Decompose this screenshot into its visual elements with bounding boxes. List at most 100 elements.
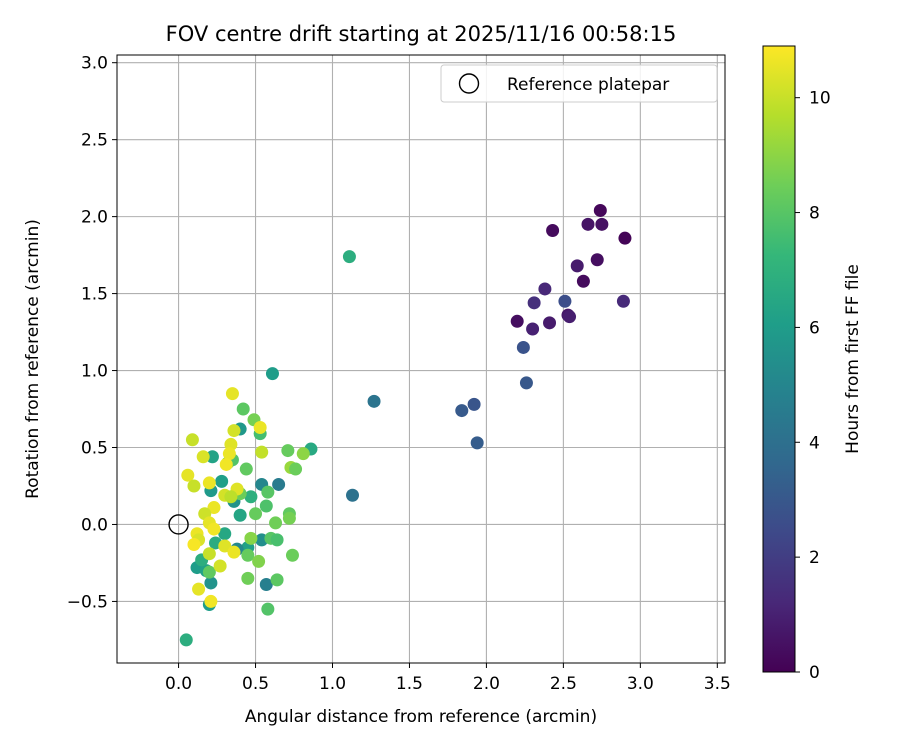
data-point <box>558 294 572 308</box>
legend: Reference platepar <box>440 64 718 103</box>
data-point <box>255 445 269 459</box>
data-point <box>241 548 255 562</box>
data-point <box>296 447 310 461</box>
data-point <box>576 274 590 288</box>
data-point <box>538 282 552 296</box>
x-tick-label: 0.0 <box>165 674 192 694</box>
data-point <box>289 462 303 476</box>
x-tick-label: 2.5 <box>550 674 577 694</box>
data-point <box>185 433 199 447</box>
reference-marker-layer <box>168 514 189 535</box>
y-tick-label: 0.0 <box>81 515 108 535</box>
data-point <box>265 367 279 381</box>
colorbar-ticks: 0 2 4 6 8 10 <box>795 89 831 683</box>
data-point <box>187 537 201 551</box>
data-point <box>225 387 239 401</box>
colorbar-gradient <box>762 45 796 673</box>
colorbar-tick-label: 0 <box>809 663 820 683</box>
colorbar: 0 2 4 6 8 10 Hours from first FF file <box>762 45 863 683</box>
x-tick-label: 1.0 <box>319 674 346 694</box>
data-point <box>218 539 232 553</box>
data-point <box>616 294 630 308</box>
y-tick-label: −0.5 <box>67 592 108 612</box>
data-point <box>233 508 247 522</box>
data-point <box>590 253 604 267</box>
data-point <box>261 602 275 616</box>
colorbar-tick-label: 6 <box>809 318 820 338</box>
data-point <box>227 545 241 559</box>
data-point <box>179 633 193 647</box>
colorbar-tick-label: 4 <box>809 433 820 453</box>
data-point <box>546 223 560 237</box>
data-point <box>467 397 481 411</box>
y-axis-ticks: −0.5 0.0 0.5 1.0 1.5 2.0 2.5 3.0 <box>67 54 117 612</box>
y-tick-label: 1.5 <box>81 285 108 305</box>
data-point <box>244 490 258 504</box>
data-point <box>595 217 609 231</box>
data-point <box>202 547 216 561</box>
data-point <box>196 450 210 464</box>
data-point <box>593 203 607 217</box>
grid-lines <box>117 55 725 663</box>
data-point <box>253 420 267 434</box>
legend-box <box>440 64 718 103</box>
data-point <box>270 533 284 547</box>
data-point <box>618 231 632 245</box>
reference-platepar-marker <box>168 514 189 535</box>
data-point <box>470 436 484 450</box>
data-point <box>346 488 360 502</box>
data-point <box>204 594 218 608</box>
x-tick-label: 3.5 <box>704 674 731 694</box>
x-tick-label: 1.5 <box>396 674 423 694</box>
data-point <box>181 468 195 482</box>
data-point <box>215 474 229 488</box>
data-point <box>270 573 284 587</box>
colorbar-tick-label: 10 <box>809 89 831 109</box>
x-tick-label: 3.0 <box>627 674 654 694</box>
data-point <box>510 314 524 328</box>
data-point <box>207 522 221 536</box>
data-point <box>261 485 275 499</box>
data-point <box>252 554 266 568</box>
x-tick-label: 2.0 <box>473 674 500 694</box>
data-point <box>239 462 253 476</box>
data-point <box>367 394 381 408</box>
data-point <box>282 511 296 525</box>
x-axis-ticks: 0.0 0.5 1.0 1.5 2.0 2.5 3.0 3.5 <box>165 663 731 694</box>
data-point <box>207 501 221 515</box>
y-tick-label: 1.0 <box>81 362 108 382</box>
x-axis-label: Angular distance from reference (arcmin) <box>245 707 597 727</box>
data-point <box>224 490 238 504</box>
data-point <box>519 376 533 390</box>
y-tick-label: 0.5 <box>81 439 108 459</box>
data-point <box>244 531 258 545</box>
data-point <box>543 316 557 330</box>
plot-frame <box>116 54 726 664</box>
y-tick-label: 3.0 <box>81 54 108 74</box>
data-point <box>219 457 233 471</box>
data-point <box>281 444 295 458</box>
data-point <box>272 477 286 491</box>
data-point <box>202 565 216 579</box>
data-point <box>192 582 206 596</box>
legend-marker-open-circle-icon <box>458 73 480 94</box>
legend-label: Reference platepar <box>507 75 669 95</box>
data-point <box>259 499 273 513</box>
data-point <box>218 527 232 541</box>
data-point <box>527 296 541 310</box>
chart-title: FOV centre drift starting at 2025/11/16 … <box>166 22 677 46</box>
data-point <box>259 577 273 591</box>
colorbar-tick-label: 2 <box>809 548 820 568</box>
colorbar-tick-label: 8 <box>809 204 820 224</box>
data-point <box>241 571 255 585</box>
y-axis-label: Rotation from reference (arcmin) <box>23 219 43 499</box>
data-point <box>526 322 540 336</box>
data-point <box>236 402 250 416</box>
data-point <box>570 259 584 273</box>
data-point <box>204 576 218 590</box>
data-point <box>342 250 356 264</box>
data-point <box>516 340 530 354</box>
data-point <box>222 447 236 461</box>
